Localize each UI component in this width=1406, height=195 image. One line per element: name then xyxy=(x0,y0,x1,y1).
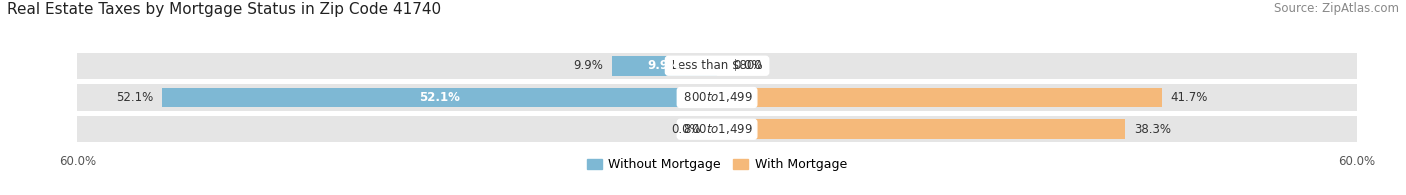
Bar xyxy=(77,84,717,111)
Text: Real Estate Taxes by Mortgage Status in Zip Code 41740: Real Estate Taxes by Mortgage Status in … xyxy=(7,2,441,17)
Bar xyxy=(717,53,1357,79)
Text: 9.9%: 9.9% xyxy=(574,59,603,72)
Legend: Without Mortgage, With Mortgage: Without Mortgage, With Mortgage xyxy=(582,153,852,176)
Text: Less than $800: Less than $800 xyxy=(668,59,766,72)
Bar xyxy=(717,116,1357,142)
Bar xyxy=(77,116,717,142)
Text: 0.0%: 0.0% xyxy=(733,59,762,72)
Text: 9.9%: 9.9% xyxy=(648,59,681,72)
Bar xyxy=(162,88,717,107)
Text: 52.1%: 52.1% xyxy=(115,91,153,104)
Bar xyxy=(612,56,717,76)
Text: $800 to $1,499: $800 to $1,499 xyxy=(681,122,754,136)
Text: 38.3%: 38.3% xyxy=(1135,123,1171,136)
Bar xyxy=(717,119,1125,139)
Text: 52.1%: 52.1% xyxy=(419,91,460,104)
Text: 41.7%: 41.7% xyxy=(1170,91,1208,104)
Text: $800 to $1,499: $800 to $1,499 xyxy=(681,90,754,105)
Bar xyxy=(717,88,1161,107)
Text: Source: ZipAtlas.com: Source: ZipAtlas.com xyxy=(1274,2,1399,15)
Bar xyxy=(717,84,1357,111)
Bar xyxy=(77,53,717,79)
Text: 0.0%: 0.0% xyxy=(672,123,702,136)
